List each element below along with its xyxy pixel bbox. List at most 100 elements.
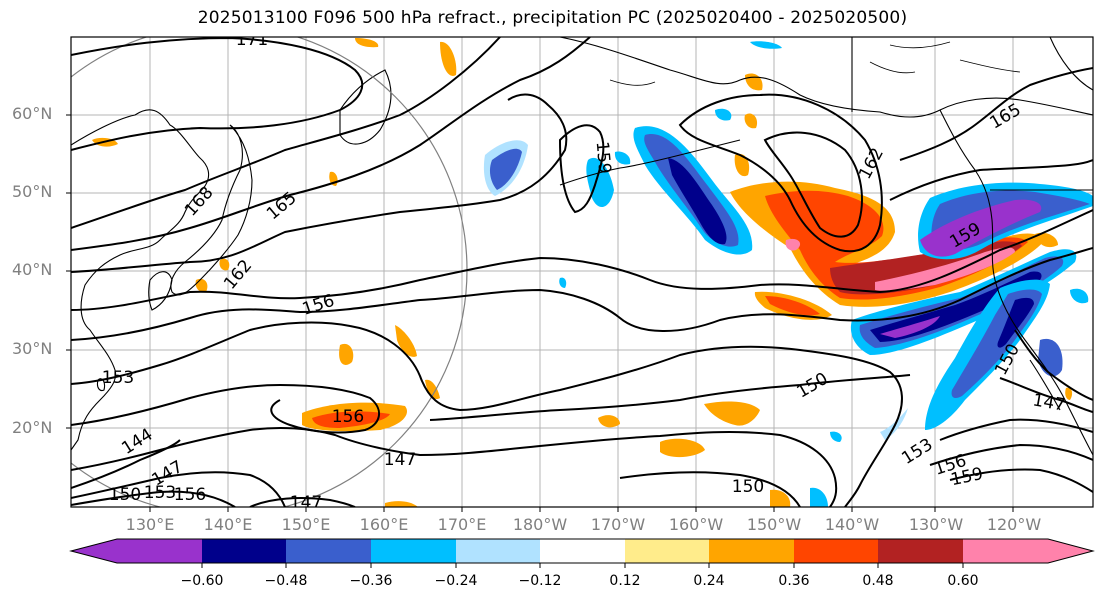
contour-156 xyxy=(71,247,1093,341)
contour-label: 156 xyxy=(332,407,364,427)
coastline-baja xyxy=(1029,359,1061,411)
colorbar-segment xyxy=(286,539,371,563)
contour-label: 147 xyxy=(384,450,416,470)
precip-area xyxy=(385,501,418,507)
colorbar-segment xyxy=(963,539,1093,563)
contour-150-s xyxy=(619,471,801,507)
contour-153-se xyxy=(939,418,1093,441)
precip-area xyxy=(750,41,782,49)
lon-label: 130°W xyxy=(908,515,964,534)
contour-147-s xyxy=(249,497,356,507)
precip-area xyxy=(219,258,230,271)
contour-171 xyxy=(71,37,364,151)
contour-147 xyxy=(71,426,838,507)
colorbar-label: 0.24 xyxy=(693,573,725,589)
lon-label: 140°E xyxy=(203,515,253,534)
contour-153 xyxy=(71,321,903,507)
coastline-korea xyxy=(148,271,173,311)
precip-area xyxy=(1065,387,1073,400)
precip-area xyxy=(744,113,758,129)
contour-165 xyxy=(71,37,591,251)
map-frame xyxy=(70,36,1094,508)
coastline-kamchatka xyxy=(339,69,392,145)
colorbar-label: −0.60 xyxy=(180,573,224,589)
contour-150-se xyxy=(1014,329,1093,401)
lat-label: 40°N xyxy=(12,260,53,279)
colorbar-segment xyxy=(456,539,540,563)
contour-sw-2 xyxy=(71,471,286,507)
contour-label: 171 xyxy=(236,30,268,50)
precip-area xyxy=(880,316,940,338)
precip-area xyxy=(875,247,1015,291)
precip-area xyxy=(312,411,390,428)
colorbar-segment xyxy=(540,539,625,563)
contour-label: 147 xyxy=(290,493,322,513)
lon-label: 150°E xyxy=(281,515,331,534)
precip-area xyxy=(715,108,732,121)
contour-159 xyxy=(71,209,1093,311)
colorbar xyxy=(69,538,1095,568)
contour-147-ne xyxy=(999,377,1093,413)
precip-area xyxy=(870,271,1042,342)
contour-150 xyxy=(71,383,380,434)
contour-label: 156 xyxy=(174,485,206,505)
contour-162-ne xyxy=(889,159,1093,201)
precip-negative xyxy=(483,41,1093,507)
precip-area xyxy=(880,408,908,440)
contour-168 xyxy=(71,37,501,229)
coastline-islands xyxy=(609,41,1021,86)
lat-label: 60°N xyxy=(12,104,53,123)
lat-label: 20°N xyxy=(12,418,53,437)
colorbar-label: −0.36 xyxy=(349,573,393,589)
colorbar-label: 0.36 xyxy=(778,573,810,589)
lon-label: 140°W xyxy=(824,515,880,534)
lon-label: 180°W xyxy=(512,515,568,534)
precip-area xyxy=(997,297,1034,348)
contour-160 xyxy=(558,124,605,214)
colorbar-label: −0.48 xyxy=(264,573,308,589)
precip-area xyxy=(830,431,842,442)
contour-label: 159 xyxy=(592,141,615,175)
lon-label: 170°E xyxy=(437,515,487,534)
colorbar-segment xyxy=(794,539,878,563)
contour-162 xyxy=(71,93,568,273)
precip-area xyxy=(598,415,620,428)
contour-label: 153 xyxy=(144,483,176,503)
precip-area xyxy=(489,148,522,190)
lon-label: 170°W xyxy=(590,515,646,534)
precip-area xyxy=(614,151,631,165)
colorbar-segment xyxy=(371,539,456,563)
lat-label: 30°N xyxy=(12,339,53,358)
colorbar-segment xyxy=(71,539,202,563)
precip-area xyxy=(355,38,379,48)
lon-label: 160°W xyxy=(668,515,724,534)
contour-150-b xyxy=(429,374,911,421)
precip-area xyxy=(339,343,354,365)
precip-area xyxy=(668,158,727,245)
precip-area xyxy=(920,199,1042,257)
colorbar-label: 0.12 xyxy=(609,573,641,589)
contour-sw-1 xyxy=(71,439,181,489)
colorbar-label: −0.24 xyxy=(434,573,478,589)
contour-159-se xyxy=(949,468,1093,493)
contour-162-ring xyxy=(763,131,863,238)
colorbar-label: −0.12 xyxy=(518,573,562,589)
colorbar-segment xyxy=(878,539,963,563)
lon-label: 130°E xyxy=(125,515,175,534)
precip-positive xyxy=(92,38,1073,507)
lon-label: 150°W xyxy=(746,515,802,534)
contours xyxy=(71,37,1093,507)
coastline-aleutians xyxy=(559,139,741,186)
lat-label: 50°N xyxy=(12,182,53,201)
lon-label: 120°W xyxy=(986,515,1042,534)
precip-area xyxy=(559,277,567,288)
lon-label: 160°E xyxy=(359,515,409,534)
precip-area xyxy=(1035,232,1058,248)
contour-sw-3 xyxy=(71,490,236,507)
map-title: 2025013100 F096 500 hPa refract., precip… xyxy=(197,8,908,28)
axis-ticks xyxy=(66,114,1014,512)
colorbar-segment xyxy=(625,539,709,563)
colorbar-ticks xyxy=(201,563,964,568)
precip-area xyxy=(586,157,614,208)
